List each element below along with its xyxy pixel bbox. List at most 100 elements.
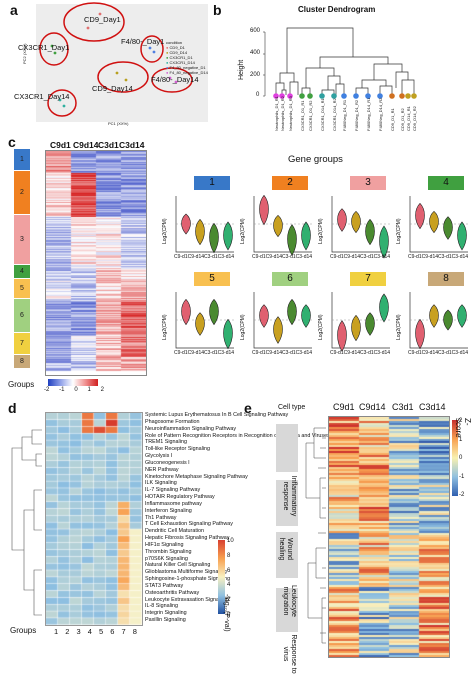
dendrogram-y-tick: 600 xyxy=(250,28,261,34)
heatmap-e-cells xyxy=(329,417,449,657)
gene-group-block-4: 4 xyxy=(14,265,30,278)
pca-legend: condition ● CD9_D1 ● CD9_D14 ● CX3CR1_D1… xyxy=(166,40,210,75)
dendrogram-leaf xyxy=(299,93,305,99)
violin-plot-5 xyxy=(175,292,234,350)
dendrogram-leaf xyxy=(341,93,347,99)
heatmap-c xyxy=(45,150,147,376)
pathway-label: STAT3 Pathway xyxy=(145,582,184,589)
pca-point xyxy=(50,44,54,48)
gene-group-box-8: 8 xyxy=(428,272,464,286)
violin xyxy=(443,216,453,240)
violin-plot-3 xyxy=(331,196,390,259)
dendrogram-leaf xyxy=(319,93,325,99)
leaf-label: CD9_D1_R2 xyxy=(400,108,405,131)
panel-label-a: a xyxy=(10,2,18,18)
violin xyxy=(415,318,425,350)
zscore-scale-bar xyxy=(452,420,458,496)
pca-ellipse-cx3cr1-day1 xyxy=(39,32,69,66)
pathway-scale-title: -log₁₀(P-val) xyxy=(223,594,230,632)
violin xyxy=(301,304,311,328)
violin-y-label: Log2(CPM) xyxy=(240,218,246,244)
violin xyxy=(223,318,233,350)
zscore-scale-labels: 2 1 0 -1 -2 xyxy=(459,418,464,498)
pathway-label: Integrin Signaling xyxy=(145,610,187,617)
pca-point xyxy=(53,51,57,55)
leaf-label: CX3CR1_D14_R1 xyxy=(320,98,325,131)
scale-tick: 2 xyxy=(100,387,104,393)
violin-x-labels: C9-d1C9-d14C3-d1C3-d14 xyxy=(174,350,235,356)
violin xyxy=(379,225,389,259)
violin xyxy=(457,221,467,251)
heatmap-c-col-header: C9d1 xyxy=(50,140,71,150)
panel-label-c: c xyxy=(8,134,16,150)
pathway-label: Paxillin Signaling xyxy=(145,617,186,624)
pathway-label: T Cell Exhaustion Signaling Pathway xyxy=(145,521,233,528)
category-label-wound: Wound healing xyxy=(278,537,293,561)
pca-point xyxy=(58,98,62,102)
violin-x-labels: C9-d1C9-d14C3-d1C3-d14 xyxy=(408,350,469,356)
violin-y-label: Log2(CPM) xyxy=(396,218,402,244)
pca-point xyxy=(62,104,66,108)
violin xyxy=(301,221,311,251)
category-box-leukocyte xyxy=(276,532,298,578)
pathway-label: HIF1α Signaling xyxy=(145,541,184,548)
pathway-scale-bar xyxy=(218,540,225,614)
gene-groups-title: Gene groups xyxy=(288,154,343,165)
pathway-label: TREM1 Signaling xyxy=(145,439,187,446)
pca-ellipse-cd9-day1 xyxy=(63,2,125,42)
dendrogram-leaf xyxy=(279,93,285,99)
pca-label-cx3cr1-day1: CX3CR1_Day1 xyxy=(18,43,70,52)
dendrogram-leaf xyxy=(353,93,359,99)
violin xyxy=(379,293,389,323)
scale-tick: 0 xyxy=(74,387,78,393)
dendrogram-leaf xyxy=(273,93,279,99)
violin xyxy=(181,298,191,326)
pca-point xyxy=(168,76,172,80)
violin xyxy=(429,304,439,328)
violin-plot-2 xyxy=(253,194,312,256)
panel-label-e: e xyxy=(244,400,252,416)
pathway-label: NER Pathway xyxy=(145,466,179,473)
leaf-label: CD9_D14_R1 xyxy=(406,106,411,131)
dendrogram-y-tick: 200 xyxy=(250,72,261,78)
violin xyxy=(259,194,269,226)
violin xyxy=(223,221,233,251)
scale-tick: 0 xyxy=(459,455,463,461)
dendrogram-leaf xyxy=(405,93,411,99)
pca-legend-title: condition xyxy=(166,40,183,45)
gene-group-number: 3 xyxy=(20,236,24,243)
violin-plot-4 xyxy=(409,196,468,253)
pca-legend-item: ● F4_80_negative_D14 xyxy=(166,70,208,75)
heatmap-c-col-header: C3d14 xyxy=(119,140,145,150)
violin xyxy=(337,320,347,352)
gene-group-box-2: 2 xyxy=(272,176,308,190)
heatmap-e-col-header: C3d1 xyxy=(392,402,414,412)
leaf-label: F480Neg_D14_R1 xyxy=(366,97,371,131)
pathway-group-ticks: 1 2 3 4 5 6 7 8 xyxy=(54,627,140,636)
scale-tick: 1 xyxy=(459,436,463,443)
violin xyxy=(337,208,347,232)
gene-group-number: 4 xyxy=(20,268,24,275)
scale-tick: 6 xyxy=(227,567,231,574)
pca-point xyxy=(98,12,102,16)
violin-y-label: Log2(CPM) xyxy=(162,218,168,244)
pathway-label: Thrombin Signaling xyxy=(145,548,192,555)
violin xyxy=(443,309,453,331)
scale-tick: 0 xyxy=(227,611,231,618)
violin-plot-1 xyxy=(175,196,234,254)
heatmap-c-col-header: C3d1 xyxy=(98,140,119,150)
gene-group-number: 1 xyxy=(20,156,24,163)
pca-point xyxy=(148,46,152,50)
violin xyxy=(365,218,375,246)
pca-ellipse-f480-day14 xyxy=(151,67,193,93)
violin-x-labels: C9-d1C9-d14C3-d1C3-d14 xyxy=(252,350,313,356)
pathway-label: Systemic Lupus Erythematosus In B Cell S… xyxy=(145,412,289,418)
dendrogram-y-tick: 400 xyxy=(250,50,261,56)
gene-group-number: 8 xyxy=(20,358,24,365)
pathway-label: Toll-like Receptor Signaling xyxy=(145,446,211,453)
violin xyxy=(457,304,467,328)
pca-legend-item: ● F4_80_negative_D1 xyxy=(166,65,206,70)
gene-group-box-6: 6 xyxy=(272,272,308,286)
pca-legend-item: ● CX3CR1_D1 xyxy=(166,55,193,60)
